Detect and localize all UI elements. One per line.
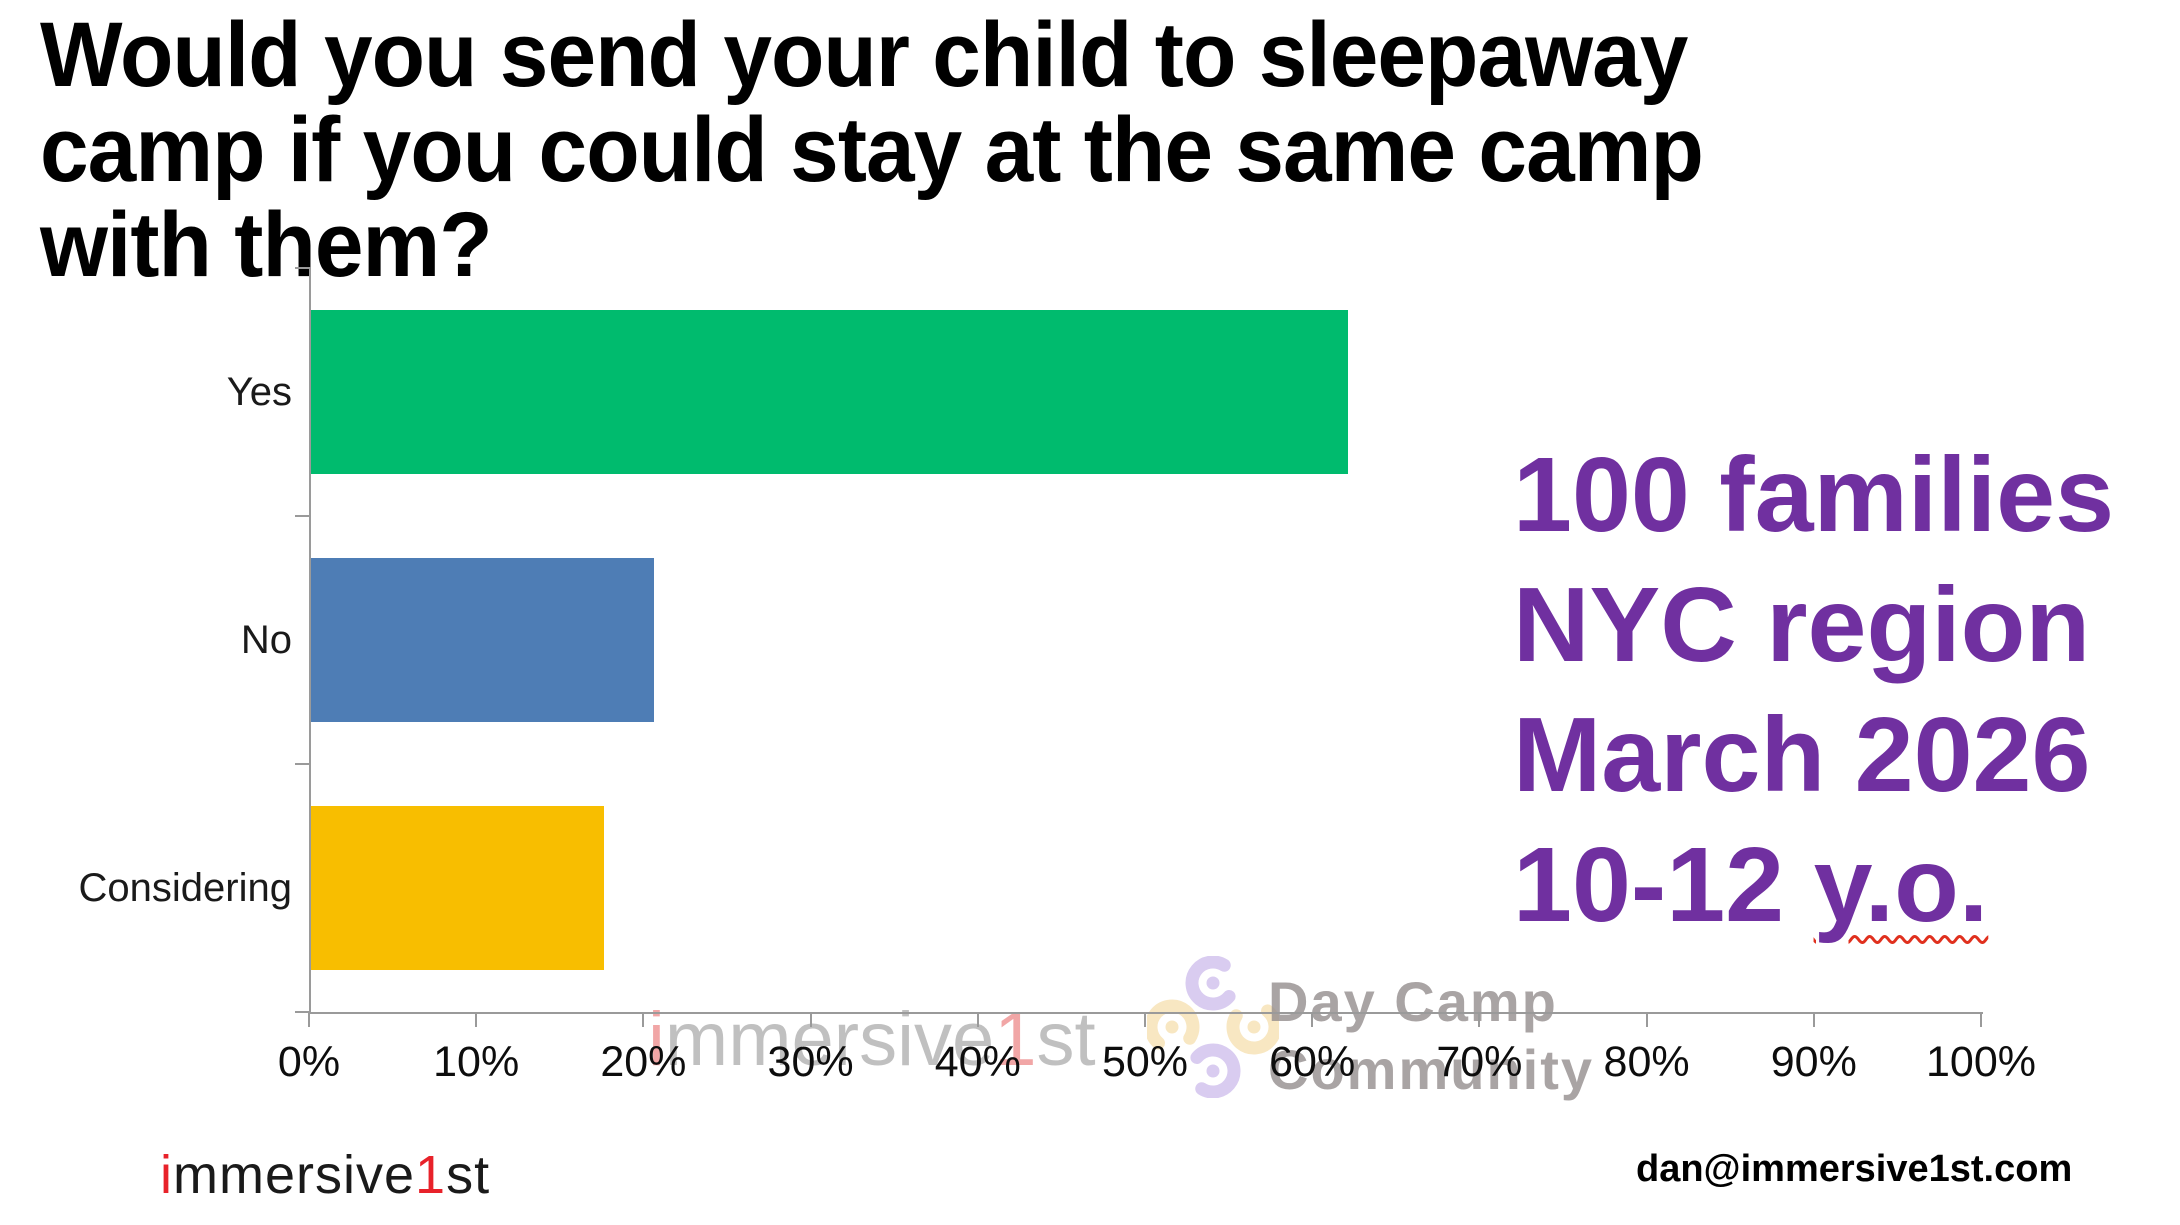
x-axis-ticks: 0% 10% 20% 30% 40% 50% 60% 70% 80% 90% 100% <box>278 1012 2036 1102</box>
x-axis-tick <box>976 1012 979 1027</box>
bar-yes <box>311 310 1348 474</box>
title-line-3: with them? <box>40 194 493 296</box>
logo-digit-1: 1 <box>415 1145 447 1205</box>
age-abbrev-spellcheck-underline: y.o. <box>1813 826 1989 944</box>
category-label-yes: Yes <box>226 369 292 414</box>
x-axis-tick-label: 100% <box>1926 1038 2036 1086</box>
logo-letter-i: i <box>160 1145 173 1205</box>
x-axis-tick <box>1144 1012 1146 1027</box>
x-axis-tick <box>475 1012 478 1027</box>
x-axis-tick-label: 0% <box>277 1038 341 1086</box>
x-axis-tick-label: 80% <box>1603 1038 1690 1086</box>
age-range-text: 10-12 <box>1513 826 1814 944</box>
x-axis-tick-label: 90% <box>1770 1038 1857 1086</box>
watermark-letter-i: i <box>648 997 665 1082</box>
title-line-1: Would you send your child to sleepaway <box>40 4 1688 106</box>
sample-note-line-region: NYC region <box>1513 566 2091 684</box>
day-camp-community-wordmark: Day Camp Community <box>1268 968 1594 1104</box>
watermark-middle: mmersive <box>664 997 995 1082</box>
x-axis-tick <box>1980 1012 1982 1027</box>
contact-email: dan@immersive1st.com <box>1636 1148 2073 1190</box>
sample-note: 100 families NYC region March 2026 10-12… <box>1513 430 2114 950</box>
category-label-no: No <box>240 617 292 662</box>
y-axis-tick <box>295 267 311 269</box>
y-axis-tick <box>295 1011 311 1013</box>
sample-note-line-date: March 2026 <box>1513 696 2091 814</box>
day-camp-line: Day Camp <box>1268 970 1558 1033</box>
sample-note-line-age: 10-12 y.o. <box>1513 820 2114 950</box>
category-labels: Yes No Considering <box>0 268 292 1012</box>
x-axis-tick <box>1478 1012 1481 1027</box>
x-axis-tick-label: 60% <box>1269 1038 1356 1086</box>
immersive1st-watermark: immersive1st <box>648 996 1096 1083</box>
bar-considering <box>311 806 604 970</box>
logo-middle: mmersive <box>173 1145 416 1205</box>
x-axis-tick-label: 70% <box>1436 1038 1523 1086</box>
x-axis-tick <box>308 1012 310 1027</box>
immersive1st-logo: immersive1st <box>160 1144 490 1206</box>
x-axis-tick <box>1812 1012 1815 1027</box>
x-axis-tick-label: 40% <box>934 1038 1021 1086</box>
bar-no <box>311 558 654 722</box>
x-axis-tick <box>1311 1012 1314 1027</box>
x-axis-tick-label: 30% <box>767 1038 854 1086</box>
community-line: Community <box>1268 1038 1594 1101</box>
x-axis-tick <box>1645 1012 1648 1027</box>
x-axis-tick-label: 20% <box>600 1038 687 1086</box>
y-axis-tick <box>295 515 311 517</box>
x-axis-tick-label: 10% <box>433 1038 520 1086</box>
y-axis-tick <box>295 763 311 765</box>
x-axis-tick <box>809 1012 812 1027</box>
chart-title: Would you send your child to sleepaway c… <box>40 8 1940 293</box>
title-line-2: camp if you could stay at the same camp <box>40 99 1704 201</box>
category-label-considering: Considering <box>78 865 292 910</box>
x-axis-tick-label: 50% <box>1101 1038 1189 1086</box>
x-axis-tick <box>642 1012 645 1027</box>
watermark-suffix: st <box>1036 997 1096 1082</box>
logo-suffix: st <box>446 1145 491 1205</box>
watermark-digit-1: 1 <box>994 997 1037 1082</box>
plot-area <box>295 267 1983 1014</box>
sample-note-line-families: 100 families <box>1513 436 2115 554</box>
